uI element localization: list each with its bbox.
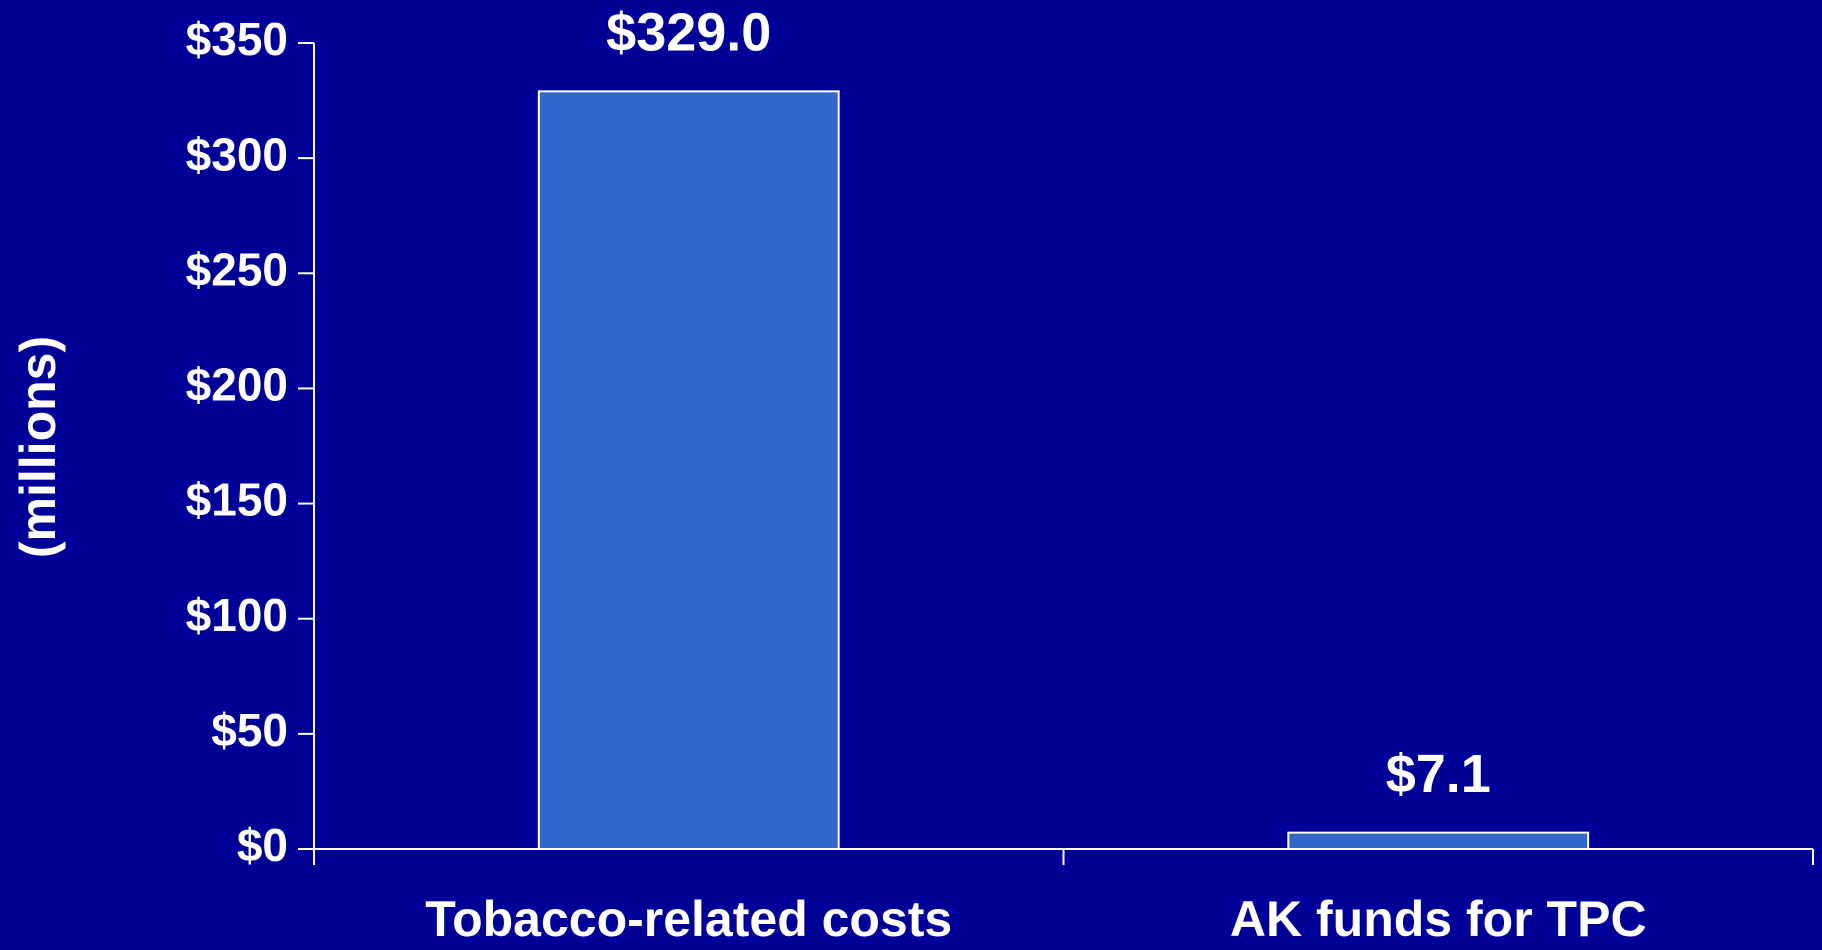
y-tick-label: $300 (186, 128, 288, 180)
bar (537, 90, 840, 851)
y-tick-label: $150 (186, 474, 288, 526)
bar (1287, 831, 1590, 851)
y-tick-label: $50 (211, 704, 288, 756)
y-tick-label: $100 (186, 589, 288, 641)
x-tick-label: AK funds for TPC (1230, 891, 1647, 947)
x-tick-label: Tobacco-related costs (425, 891, 952, 947)
value-label: $329.0 (606, 3, 771, 63)
y-tick-label: $0 (237, 819, 288, 871)
y-tick-label: $200 (186, 359, 288, 411)
y-tick-label: $350 (186, 13, 288, 65)
y-axis-label: (millions) (10, 336, 66, 558)
value-label: $7.1 (1386, 744, 1491, 804)
y-tick-label: $250 (186, 243, 288, 295)
